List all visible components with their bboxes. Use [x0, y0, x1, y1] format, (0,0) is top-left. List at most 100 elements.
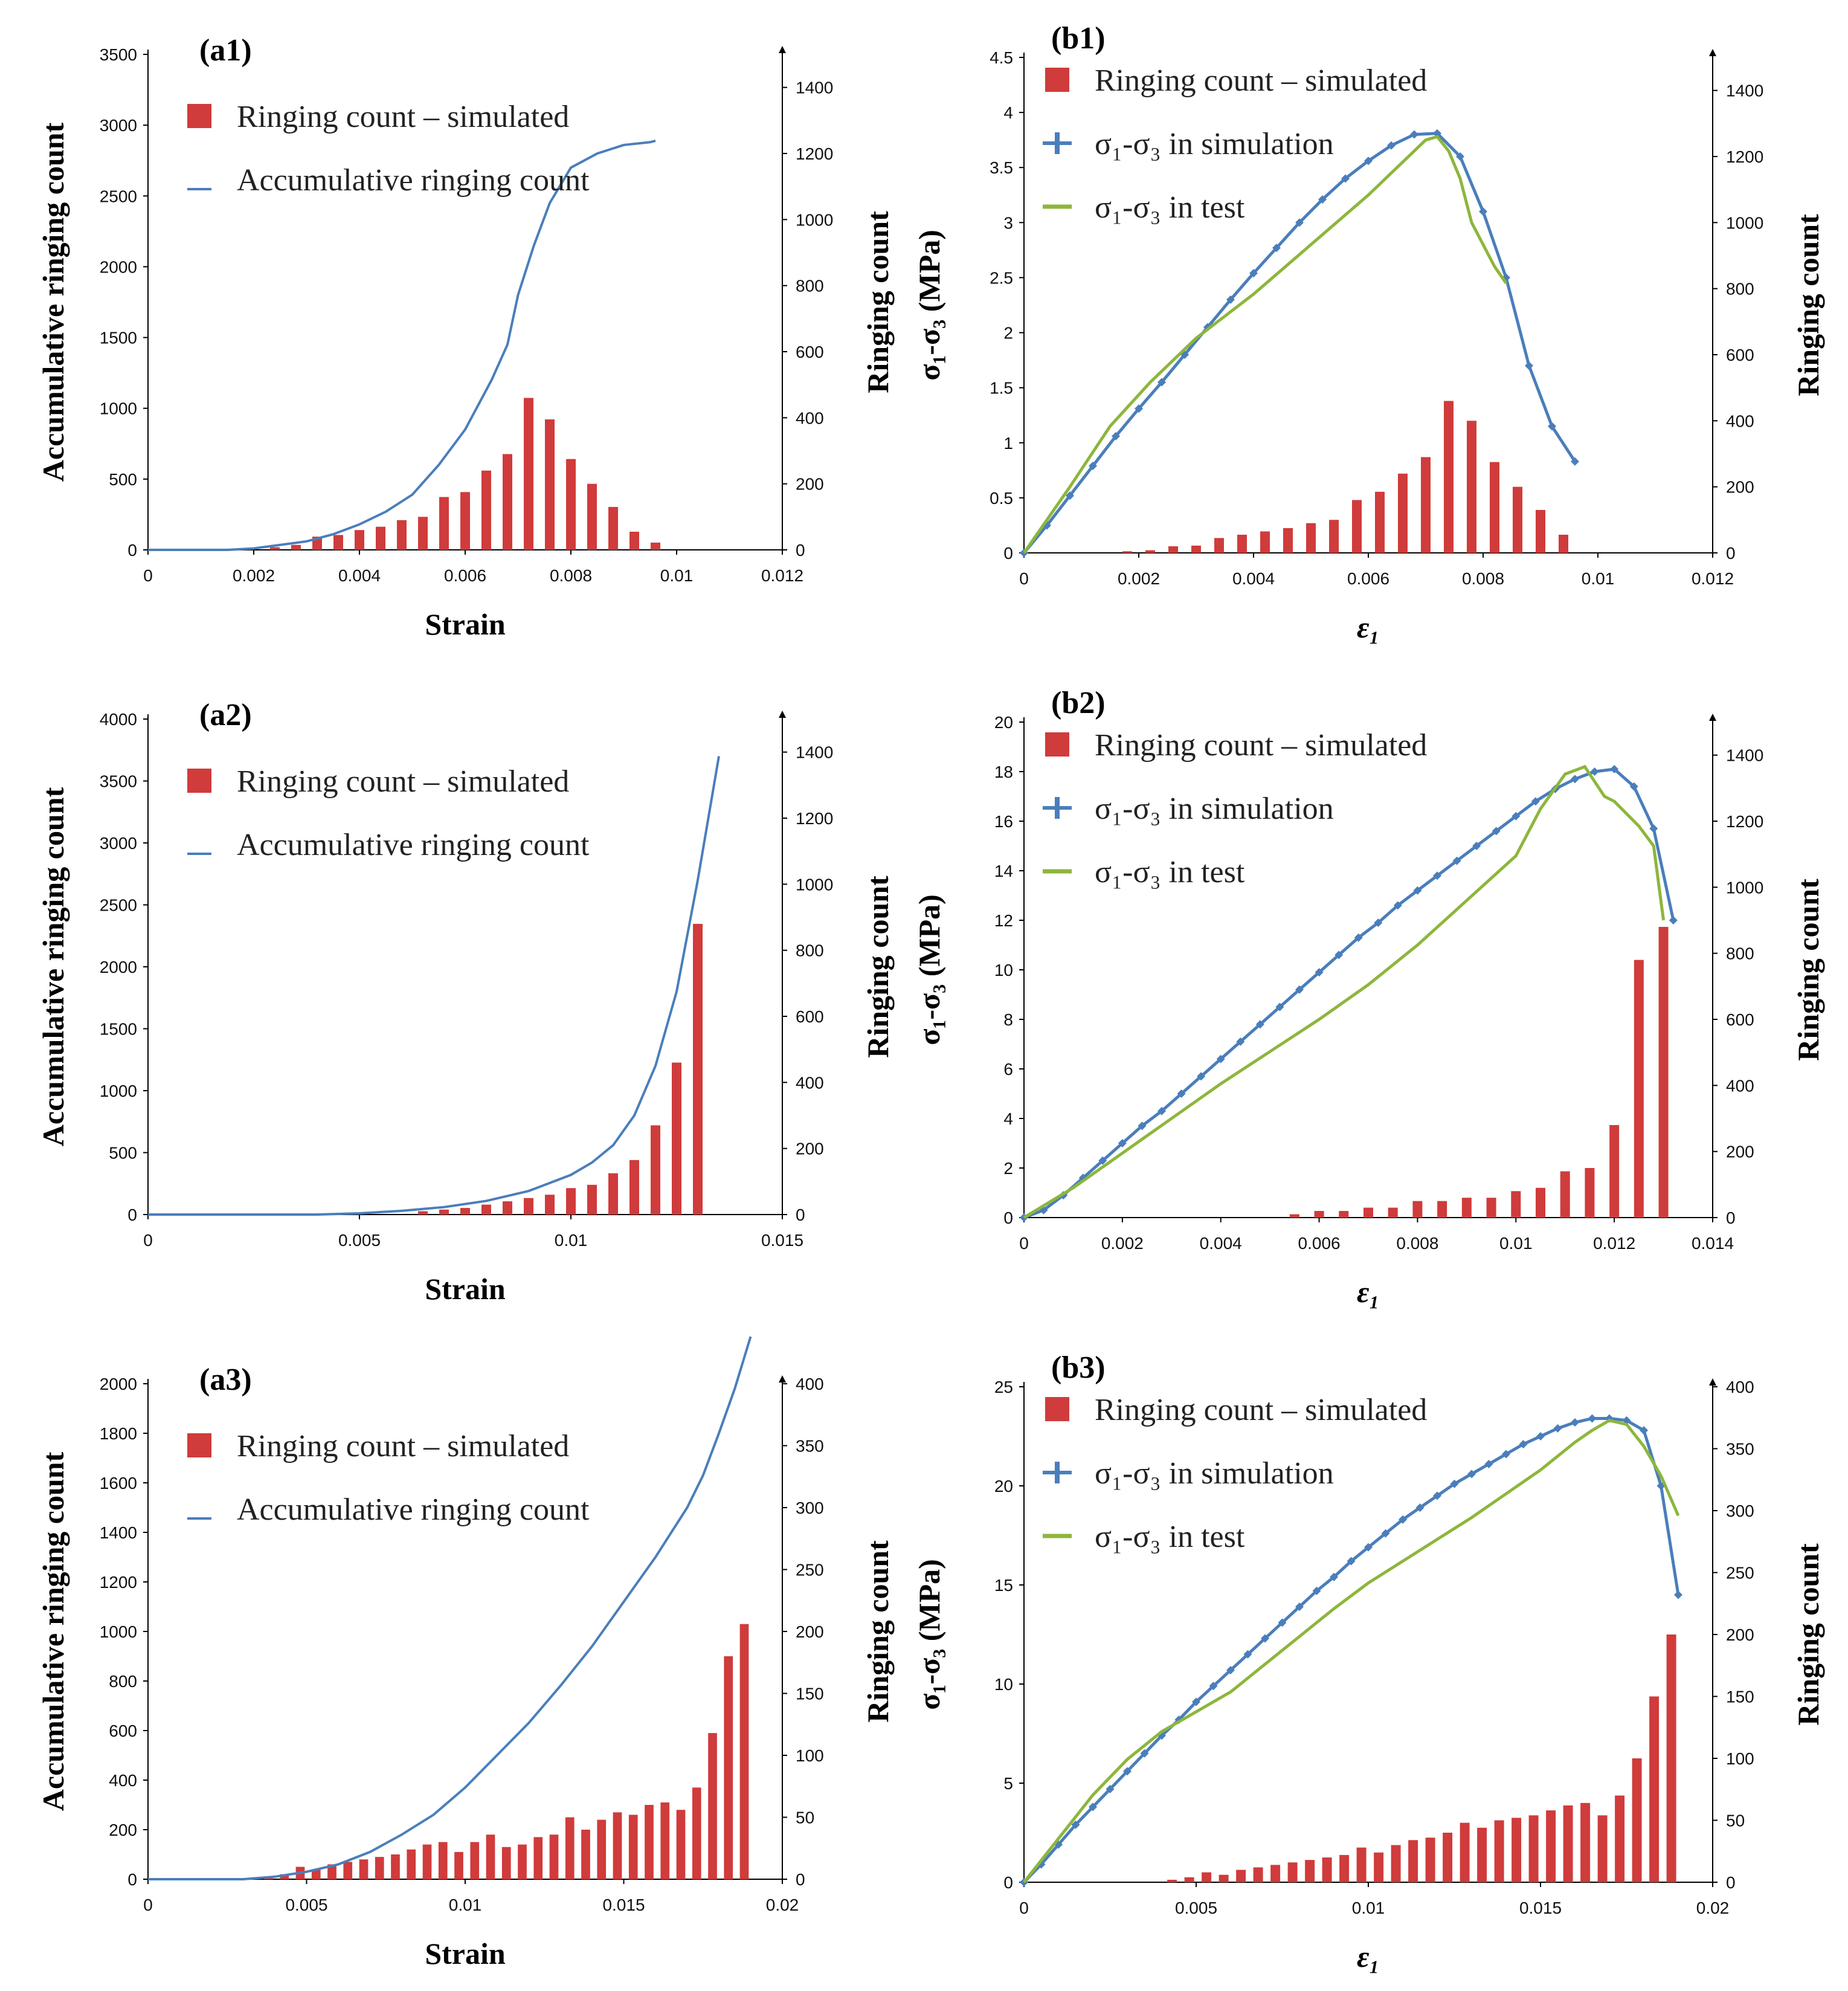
- y-tick-label: 14: [994, 862, 1013, 880]
- y-tick-label: 0: [127, 1870, 137, 1889]
- y2-tick-label: 150: [796, 1685, 824, 1703]
- y2-tick-label: 1400: [1726, 82, 1763, 100]
- ringing-count-bar: [481, 1204, 491, 1215]
- ringing-count-bar: [1580, 1802, 1591, 1882]
- simulation-marker: [1236, 1037, 1245, 1046]
- ringing-count-bar: [1184, 1877, 1194, 1882]
- y-axis-title: σ₁-σ₃ (MPa): [912, 230, 946, 381]
- ringing-count-bar: [391, 1854, 400, 1879]
- ringing-count-bar: [1388, 1207, 1398, 1218]
- legend-label: Ringing count – simulated: [237, 1429, 569, 1463]
- ringing-count-bar: [438, 1842, 448, 1879]
- simulation-marker: [1649, 824, 1658, 833]
- ringing-count-bar: [454, 1851, 463, 1879]
- ringing-count-bar: [587, 483, 597, 550]
- legend-label: σ₁-σ₃ in test: [1095, 1520, 1245, 1554]
- ringing-count-bar: [359, 1859, 369, 1879]
- y-tick-label: 3500: [100, 772, 137, 791]
- ringing-count-bar: [501, 1847, 511, 1879]
- legend-bar-swatch: [1045, 732, 1069, 757]
- legend-label: σ₁-σ₃ in test: [1095, 190, 1245, 225]
- ringing-count-bar: [1145, 550, 1155, 553]
- simulation-marker: [1157, 1106, 1166, 1115]
- y2-tick-label: 200: [1726, 1625, 1754, 1644]
- simulation-marker: [1629, 782, 1638, 791]
- x-tick-label: 0.012: [1593, 1234, 1635, 1253]
- y-tick-label: 10: [994, 961, 1013, 979]
- ringing-count-bar: [327, 1864, 336, 1879]
- simulation-marker: [1209, 1682, 1218, 1691]
- y2-tick-label: 100: [1726, 1749, 1754, 1768]
- y-tick-label: 2500: [100, 187, 137, 205]
- y-tick-label: 4: [1003, 103, 1013, 122]
- accumulative-count-line: [148, 139, 656, 551]
- legend-label: Accumulative ringing count: [237, 1492, 590, 1527]
- x-tick-label: 0.004: [1232, 569, 1275, 588]
- x-axis-title: Strain: [425, 1937, 506, 1970]
- x-tick-label: 0: [1019, 569, 1029, 588]
- simulation-marker: [1118, 1139, 1127, 1147]
- y-tick-label: 500: [109, 1144, 137, 1163]
- y-axis-title: Accumulative ringing count: [36, 122, 70, 482]
- y2-tick-label: 1200: [796, 144, 833, 163]
- simulation-marker: [1312, 1586, 1321, 1595]
- legend-bar-swatch: [187, 104, 211, 128]
- ringing-count-bar: [1421, 457, 1431, 553]
- simulation-marker: [1456, 152, 1464, 161]
- simulation-marker: [1071, 1820, 1080, 1829]
- y-tick-label: 600: [109, 1722, 137, 1740]
- y-tick-label: 3.5: [990, 158, 1013, 177]
- ringing-count-bar: [1374, 1852, 1384, 1882]
- y2-tick-label: 1400: [796, 743, 833, 762]
- simulation-marker: [1089, 462, 1097, 471]
- y-tick-label: 18: [994, 763, 1013, 781]
- y-tick-label: 20: [994, 1477, 1013, 1496]
- legend-label: Accumulative ringing count: [237, 163, 590, 198]
- simulation-marker: [1381, 1529, 1390, 1538]
- simulation-marker: [1410, 130, 1418, 139]
- y2-tick-label: 800: [796, 941, 824, 960]
- ringing-count-bar: [422, 1844, 432, 1879]
- ringing-count-bar: [524, 398, 533, 550]
- simulation-marker: [1261, 1634, 1269, 1643]
- x-tick-label: 0: [1019, 1234, 1029, 1253]
- ringing-count-bar: [481, 470, 491, 550]
- y-tick-label: 1000: [100, 1622, 137, 1641]
- ringing-count-bar: [518, 1844, 527, 1879]
- x-axis-title: Strain: [425, 1272, 506, 1306]
- ringing-count-bar: [1322, 1857, 1332, 1882]
- simulation-marker: [1089, 1802, 1097, 1812]
- y-tick-label: 4.5: [990, 48, 1013, 67]
- test-stress-line: [1023, 764, 1666, 1219]
- ringing-count-bar: [486, 1834, 495, 1879]
- y2-tick-label: 0: [796, 541, 805, 560]
- panel-label: (a1): [199, 33, 252, 68]
- y-tick-label: 10: [994, 1675, 1013, 1694]
- y-tick-label: 2000: [100, 958, 137, 976]
- ringing-count-bar: [1632, 1758, 1642, 1882]
- simulation-marker: [1502, 1450, 1510, 1459]
- ringing-count-bar: [645, 1805, 654, 1879]
- simulation-marker: [1484, 1459, 1493, 1468]
- y-tick-label: 2: [1003, 1159, 1013, 1178]
- ringing-count-bar: [724, 1656, 733, 1879]
- legend-label: Ringing count – simulated: [1095, 63, 1427, 98]
- ringing-count-bar: [692, 1787, 701, 1879]
- y-tick-label: 1000: [100, 399, 137, 418]
- x-tick-label: 0.01: [449, 1896, 482, 1914]
- y-tick-label: 0: [127, 1205, 137, 1224]
- ringing-count-bar: [1634, 960, 1644, 1218]
- x-tick-label: 0.015: [1519, 1899, 1562, 1917]
- legend-bar-swatch: [1045, 68, 1069, 92]
- ringing-count-bar: [708, 1733, 717, 1879]
- simulation-marker: [1413, 886, 1422, 895]
- y-tick-label: 3500: [100, 45, 137, 64]
- ringing-count-bar: [1219, 1874, 1229, 1882]
- simulation-marker: [1536, 1432, 1545, 1441]
- x-tick-label: 0.012: [761, 566, 803, 585]
- ringing-count-bar: [291, 544, 301, 550]
- simulation-marker: [1106, 1784, 1115, 1793]
- ringing-count-bar: [1443, 1833, 1453, 1882]
- simulation-marker: [1387, 141, 1396, 150]
